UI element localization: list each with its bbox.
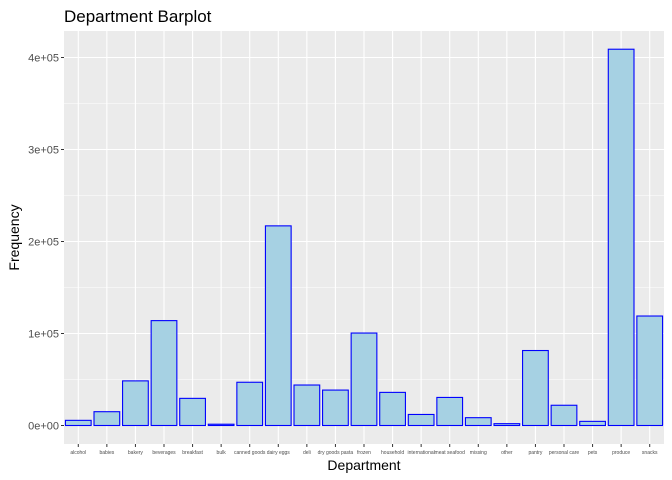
bar-international	[407, 413, 435, 427]
bar-personal-care	[550, 404, 578, 427]
x-tick-label: deli	[303, 450, 311, 456]
x-tick-label: pets	[588, 450, 598, 456]
x-tick-label: canned goods	[234, 450, 266, 456]
x-tick-label: pantry	[528, 450, 542, 456]
x-tick-label: produce	[612, 450, 630, 456]
bar-beverages	[150, 320, 178, 427]
x-axis-ticks: alcohol babies bakery beverages breakfast bul…	[70, 444, 658, 456]
x-tick-label: babies	[99, 450, 114, 456]
x-tick-label: frozen	[357, 450, 371, 456]
y-tick-label: 2e+05	[28, 237, 59, 249]
bar-pets	[579, 420, 606, 427]
bar-missing	[464, 417, 492, 427]
y-tick-label: 3e+05	[28, 145, 59, 157]
bar-bakery	[122, 380, 149, 427]
bar-pantry	[522, 349, 549, 427]
x-tick-label: household	[381, 450, 404, 456]
x-tick-label: beverages	[152, 450, 176, 456]
y-tick-label: 1e+05	[28, 329, 59, 341]
bar-dairy-eggs	[264, 225, 292, 427]
x-tick-label: breakfast	[182, 450, 203, 456]
bar-canned-goods	[236, 381, 264, 427]
x-tick-label: bulk	[217, 450, 227, 456]
y-tick-label: 4e+05	[28, 53, 59, 65]
y-tick-label: 0e+00	[28, 421, 59, 433]
bar-frozen	[350, 332, 378, 427]
y-axis-title: Frequency	[6, 204, 22, 270]
x-tick-label: international	[408, 450, 435, 456]
bar-breakfast	[179, 397, 206, 427]
bar-other	[493, 423, 521, 427]
bar-bulk	[207, 423, 235, 427]
x-tick-label: dairy eggs	[267, 450, 291, 456]
bar-deli	[293, 384, 321, 427]
bar-meat-seafood	[436, 396, 464, 427]
x-tick-label: snacks	[642, 450, 658, 456]
y-axis-ticks: 0e+00 1e+05 2e+05 3e+05 4e+05	[28, 53, 64, 433]
x-tick-label: personal care	[549, 450, 580, 456]
x-tick-label: meat seafood	[435, 450, 466, 456]
bar-babies	[93, 411, 121, 427]
bars	[64, 48, 664, 427]
x-axis-title: Department	[327, 457, 400, 473]
bar-dry-goods-pasta	[322, 389, 349, 427]
bar-household	[379, 391, 406, 427]
x-tick-label: missing	[470, 450, 487, 456]
bar-alcohol	[64, 419, 92, 427]
x-tick-label: bakery	[128, 450, 144, 456]
bar-produce	[607, 48, 635, 427]
bar-snacks	[636, 315, 664, 427]
chart-title: Department Barplot	[64, 7, 212, 26]
x-tick-label: other	[501, 450, 513, 456]
x-tick-label: alcohol	[70, 450, 86, 456]
x-tick-label: dry goods pasta	[318, 450, 354, 456]
